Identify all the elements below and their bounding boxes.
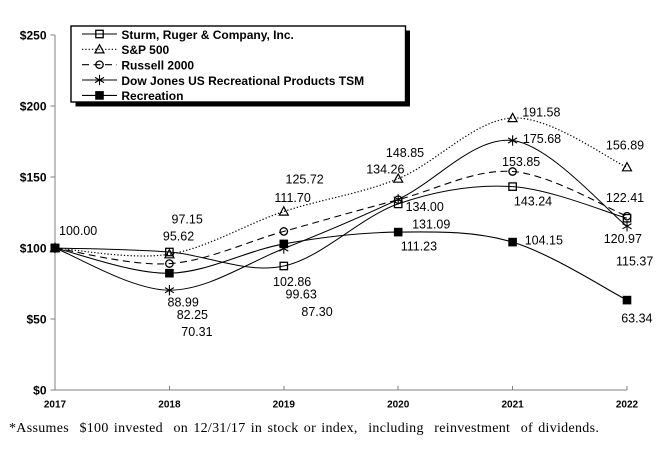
svg-text:$50: $50 (26, 312, 46, 326)
svg-text:120.97: 120.97 (604, 232, 642, 246)
svg-text:153.85: 153.85 (502, 155, 540, 169)
svg-text:63.34: 63.34 (621, 311, 652, 325)
svg-text:2019: 2019 (273, 399, 296, 410)
svg-text:131.09: 131.09 (412, 217, 450, 231)
svg-text:102.86: 102.86 (273, 275, 311, 289)
svg-text:2022: 2022 (616, 399, 639, 410)
svg-text:97.15: 97.15 (172, 213, 203, 227)
svg-text:S&P 500: S&P 500 (121, 43, 169, 57)
svg-text:2017: 2017 (44, 399, 67, 410)
svg-text:104.15: 104.15 (525, 234, 563, 248)
svg-text:Russell 2000: Russell 2000 (121, 59, 194, 73)
svg-text:2021: 2021 (501, 399, 524, 410)
svg-text:Sturm, Ruger & Company, Inc.: Sturm, Ruger & Company, Inc. (121, 28, 293, 42)
svg-text:Dow Jones US Recreational Prod: Dow Jones US Recreational Products TSM (121, 74, 364, 88)
svg-text:$100: $100 (20, 241, 47, 255)
svg-text:100.00: 100.00 (59, 224, 97, 238)
svg-text:134.26: 134.26 (366, 163, 404, 177)
svg-text:99.63: 99.63 (286, 288, 317, 302)
svg-text:95.62: 95.62 (163, 230, 194, 244)
svg-text:143.24: 143.24 (514, 195, 552, 209)
svg-text:125.72: 125.72 (286, 173, 324, 187)
svg-text:115.37: 115.37 (616, 255, 653, 269)
svg-text:$150: $150 (20, 170, 47, 184)
svg-text:148.85: 148.85 (386, 146, 424, 160)
svg-text:82.25: 82.25 (177, 308, 208, 322)
svg-text:$250: $250 (20, 28, 47, 42)
svg-text:70.31: 70.31 (181, 325, 212, 339)
svg-text:156.89: 156.89 (606, 139, 644, 153)
svg-text:2020: 2020 (387, 399, 410, 410)
svg-text:$200: $200 (20, 99, 47, 113)
svg-text:111.70: 111.70 (274, 191, 310, 205)
svg-text:122.41: 122.41 (606, 191, 644, 205)
svg-text:88.99: 88.99 (168, 295, 199, 309)
svg-text:$0: $0 (33, 383, 47, 397)
svg-text:175.68: 175.68 (523, 132, 561, 146)
svg-text:111.23: 111.23 (401, 240, 437, 254)
svg-text:Recreation: Recreation (121, 89, 183, 103)
svg-text:87.30: 87.30 (301, 305, 332, 319)
svg-text:134.00: 134.00 (406, 200, 444, 214)
svg-text:2018: 2018 (158, 399, 181, 410)
svg-text:191.58: 191.58 (522, 106, 560, 120)
